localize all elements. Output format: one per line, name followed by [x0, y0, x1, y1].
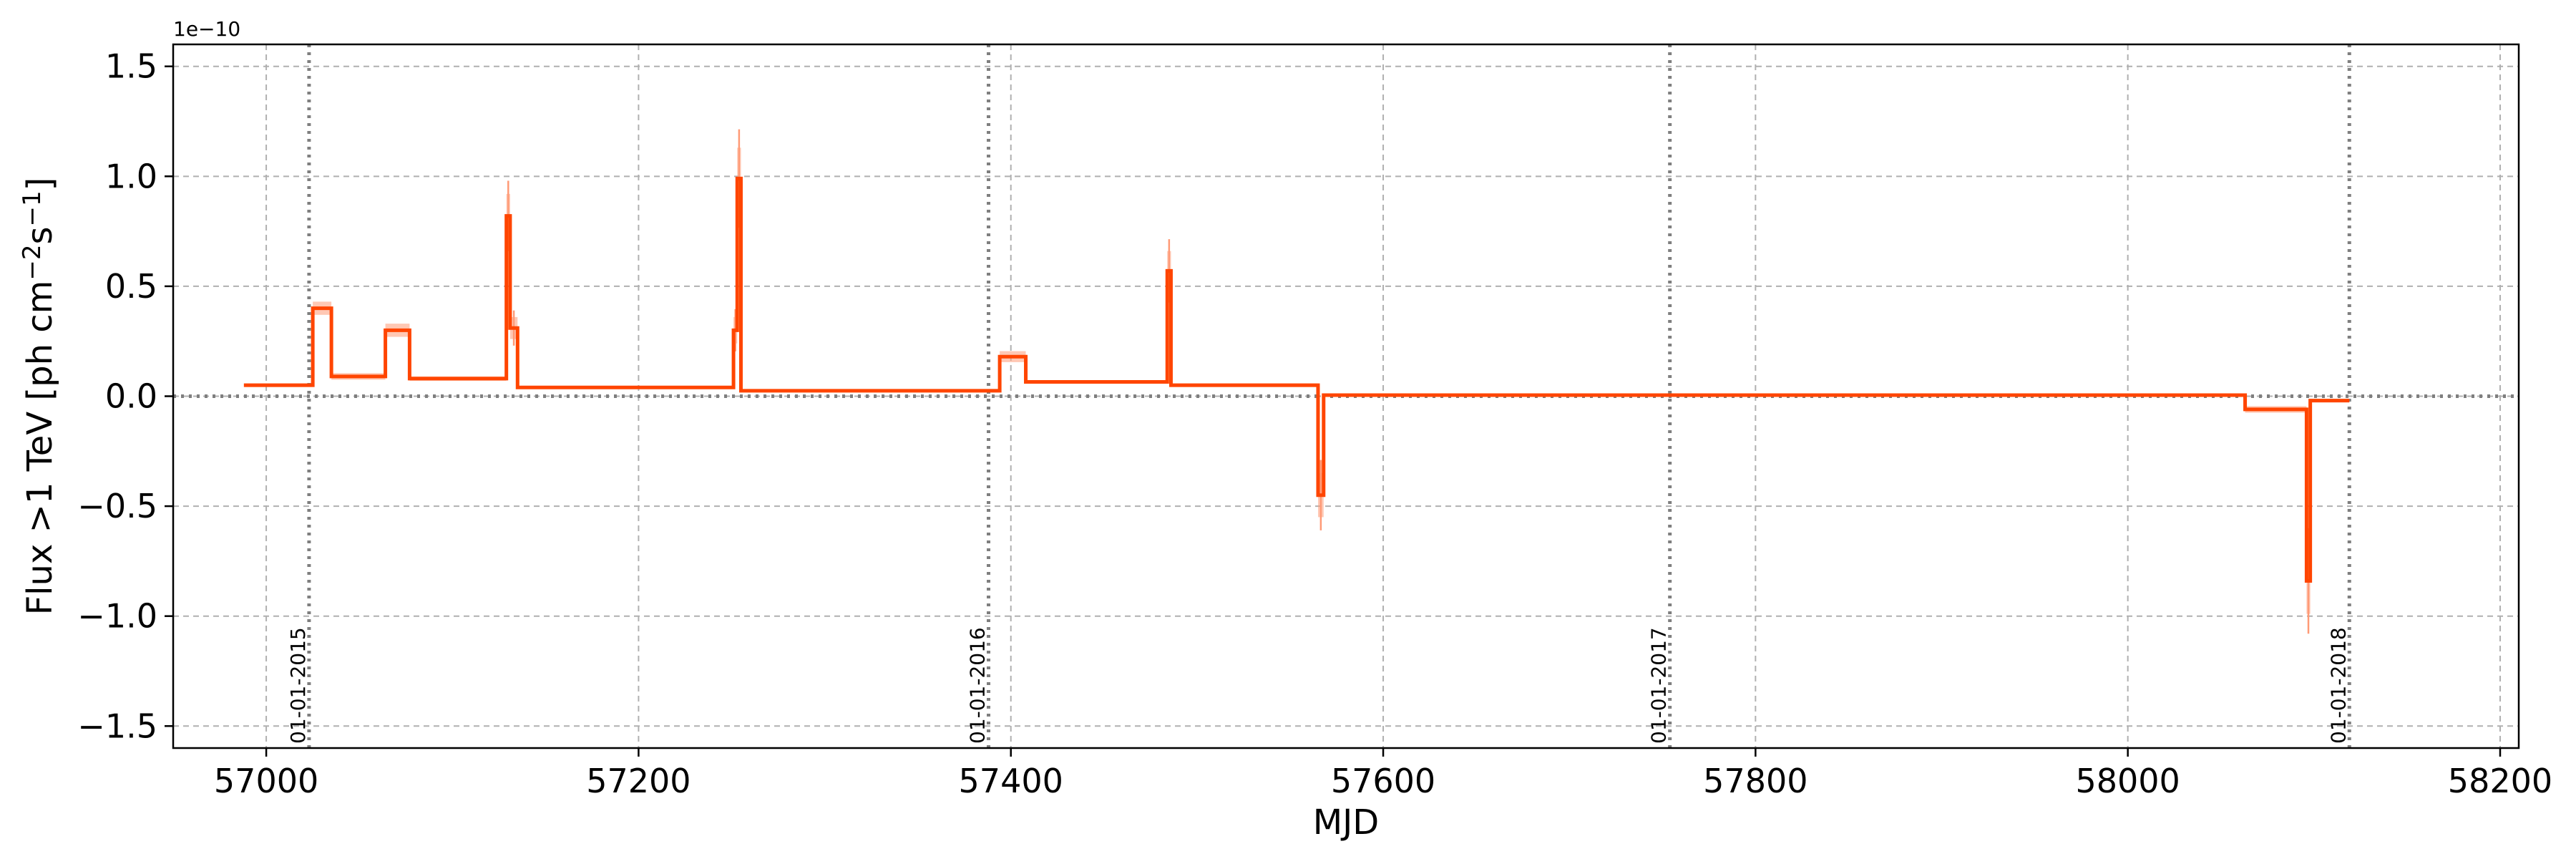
y-tick-label: −1.0 — [77, 597, 157, 636]
x-tick-label: 57800 — [1703, 762, 1807, 800]
x-axis-title: MJD — [1313, 802, 1380, 843]
y-axis-title-prefix: Flux >1 TeV [ph cm — [20, 281, 60, 616]
y-axis-title-suffix: ] — [20, 178, 60, 191]
y-axis-title-exp2: −1 — [18, 190, 47, 226]
x-tick-label: 58200 — [2448, 762, 2552, 800]
flux-series — [243, 176, 2350, 583]
year-marker-label: 01-01-2015 — [286, 627, 310, 744]
x-tick-label: 58000 — [2075, 762, 2180, 800]
y-tick-label: 1.5 — [105, 47, 157, 86]
flux-step-line — [243, 176, 2350, 583]
year-labels: 01-01-2015 01-01-2016 01-01-2017 01-01-2018 — [286, 627, 2350, 744]
year-marker-label: 01-01-2016 — [965, 627, 989, 744]
x-tick-label: 57600 — [1331, 762, 1435, 800]
y-tick-label: 0.5 — [105, 267, 157, 306]
y-axis-title: Flux >1 TeV [ph cm−2s−1] — [18, 178, 60, 616]
y-tick-label: 0.0 — [105, 377, 157, 416]
y-offset-label: 1e−10 — [173, 17, 240, 41]
y-axis-title-exp1: −2 — [18, 244, 47, 280]
x-tick-label: 57200 — [586, 762, 691, 800]
year-marker-label: 01-01-2017 — [1647, 627, 1671, 744]
y-axis-title-mid: s — [20, 226, 60, 244]
x-tick-label: 57000 — [214, 762, 318, 800]
axis-ticks: 57000 57200 57400 57600 57800 58000 58200 −1.5 −… — [77, 47, 2552, 800]
x-tick-label: 57400 — [959, 762, 1063, 800]
year-marker-label: 01-01-2018 — [2326, 627, 2350, 744]
y-tick-label: −0.5 — [77, 487, 157, 525]
y-tick-label: −1.5 — [77, 707, 157, 745]
y-tick-label: 1.0 — [105, 157, 157, 195]
